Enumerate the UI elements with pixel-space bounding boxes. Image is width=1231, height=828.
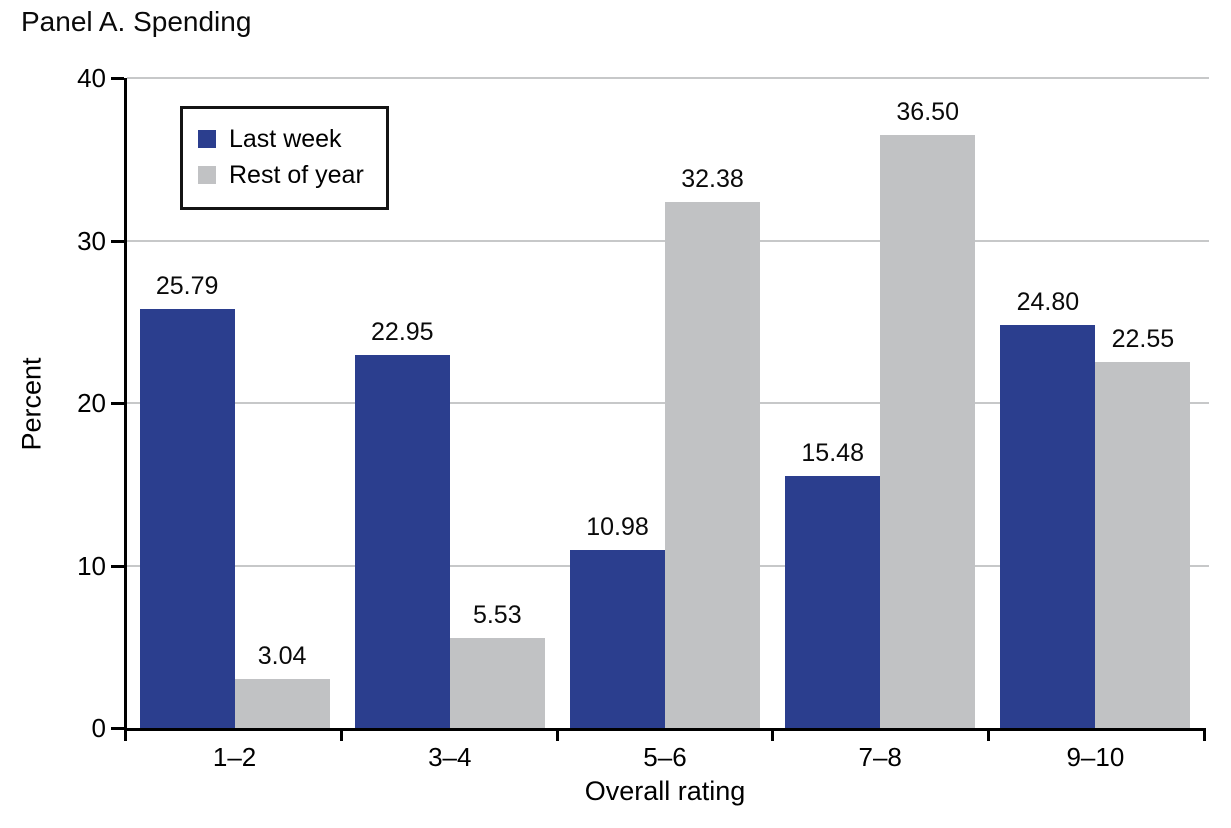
bar-value-label: 10.98 xyxy=(586,512,649,541)
bar-rest-of-year-3 xyxy=(665,201,760,728)
y-tick-label-10: 10 xyxy=(77,550,106,581)
x-tick-label-1–2: 1–2 xyxy=(212,742,257,772)
legend-label-last-week: Last week xyxy=(229,124,342,153)
y-tick-10 xyxy=(111,564,124,568)
bar-last-week-2 xyxy=(354,355,450,728)
bar-value-label: 25.79 xyxy=(155,271,219,300)
bar-rest-of-year-5 xyxy=(1095,361,1191,728)
x-tick-label-7–8: 7–8 xyxy=(858,742,902,772)
x-tick-2 xyxy=(555,728,559,741)
x-axis-line xyxy=(124,728,1206,731)
y-tick-0 xyxy=(111,727,124,730)
y-tick-40 xyxy=(111,77,124,80)
bar-last-week-3 xyxy=(570,549,665,728)
bar-last-week-5 xyxy=(1000,325,1096,728)
bar-value-label: 15.48 xyxy=(801,439,864,468)
bar-rest-of-year-2 xyxy=(449,638,545,728)
legend-label-rest-of-year: Rest of year xyxy=(229,160,364,189)
bar-value-label: 36.50 xyxy=(896,97,959,126)
bar-value-label: 24.80 xyxy=(1016,288,1080,316)
y-tick-label-30: 30 xyxy=(77,225,106,256)
rest-of-year-swatch-icon xyxy=(198,166,216,184)
y-tick-30 xyxy=(111,239,124,243)
bar-last-week-1 xyxy=(139,308,235,728)
legend-item-last-week: Last week xyxy=(198,121,364,157)
x-tick-3 xyxy=(771,728,775,741)
x-tick-label-9–10: 9–10 xyxy=(1066,742,1125,772)
x-axis-title: Overall rating xyxy=(584,776,746,806)
gridline-40 xyxy=(127,77,1209,79)
y-axis-line xyxy=(124,78,127,731)
bar-value-label: 22.95 xyxy=(371,318,434,347)
last-week-swatch-icon xyxy=(198,130,216,148)
y-tick-label-40: 40 xyxy=(77,63,106,93)
bar-rest-of-year-4 xyxy=(880,134,976,728)
bar-last-week-4 xyxy=(785,476,881,728)
legend: Last week Rest of year xyxy=(180,106,389,210)
panel-title: Panel A. Spending xyxy=(21,6,252,37)
x-tick-5 xyxy=(1203,728,1206,741)
x-tick-0 xyxy=(124,728,127,741)
bar-value-label: 3.04 xyxy=(257,641,307,670)
x-tick-4 xyxy=(987,728,991,741)
bar-value-label: 5.53 xyxy=(472,601,522,630)
bar-value-label: 32.38 xyxy=(681,164,744,193)
bar-rest-of-year-1 xyxy=(234,678,330,728)
legend-item-rest-of-year: Rest of year xyxy=(198,157,364,193)
x-tick-label-5–6: 5–6 xyxy=(643,742,687,772)
y-tick-20 xyxy=(111,402,124,405)
x-tick-label-3–4: 3–4 xyxy=(428,742,472,772)
x-tick-1 xyxy=(339,728,343,741)
y-tick-label-20: 20 xyxy=(77,388,106,418)
y-tick-label-0: 0 xyxy=(91,713,106,743)
bar-value-label: 22.55 xyxy=(1111,324,1175,353)
